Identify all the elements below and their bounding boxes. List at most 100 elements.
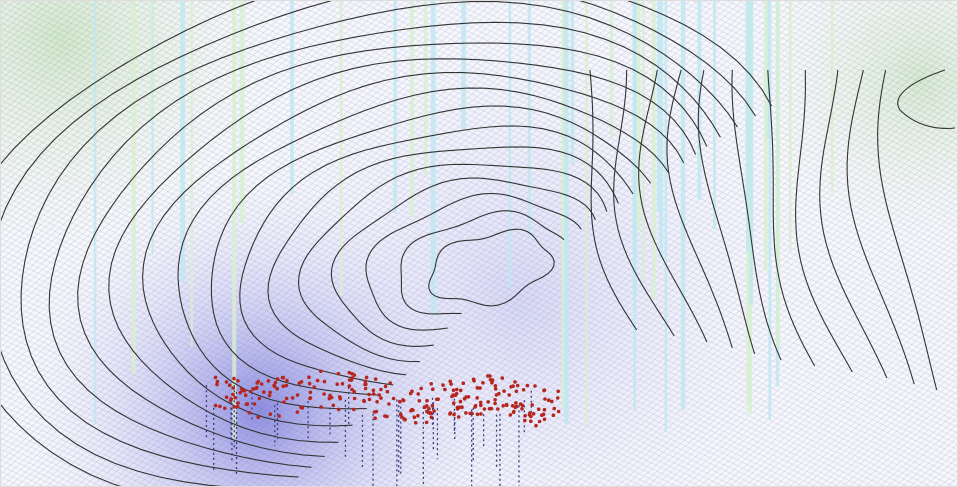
sample-point [537,419,542,424]
sample-point [513,380,517,384]
sample-points [213,369,561,428]
contour-line [48,21,721,468]
sample-point [244,402,249,407]
sample-point [496,407,500,411]
sample-point [531,412,536,416]
sample-point [231,392,235,397]
sample-point [448,412,452,416]
sample-point [232,376,236,381]
sample-point [231,386,235,390]
contour-line [589,69,638,331]
sample-point [295,393,300,397]
sample-point [331,403,336,408]
sample-point [347,384,352,388]
sample-point [350,387,354,392]
sample-point [413,421,418,425]
sample-point [363,386,368,391]
sample-point [336,407,341,412]
sample-point [501,404,506,408]
contour-line [77,42,708,458]
sample-point [373,416,377,421]
contour-line [297,163,608,363]
sample-point [280,375,285,380]
sample-point [552,406,556,411]
sample-point [352,396,357,401]
sample-point [336,371,341,376]
sample-point [475,396,480,400]
sample-point [307,375,311,380]
sample-point [493,401,497,406]
sample-point [215,379,220,384]
contour-line [20,1,738,478]
sample-point [510,403,515,408]
sample-point [466,395,471,399]
sample-point [556,409,561,414]
sample-point [372,410,377,414]
sample-point [481,381,485,385]
contour-line [846,69,915,385]
sample-point [515,383,520,388]
sample-point [367,397,372,402]
sample-point [542,417,547,422]
sample-point [328,393,332,398]
sample-point [236,401,240,405]
contour-line [0,0,756,487]
sample-point [431,387,435,392]
sample-point [229,397,234,401]
sample-point [375,400,379,404]
sample-point [388,381,393,385]
sample-point [511,410,516,415]
well-lines [93,0,834,440]
sample-point [385,389,390,394]
sample-point [362,398,366,403]
sample-point [308,390,313,395]
sample-point [542,407,547,412]
sample-point [520,407,524,411]
sample-point [464,411,468,415]
sample-point [308,396,313,400]
sample-point [533,384,537,388]
contour-line [365,192,582,331]
sample-point [268,412,273,417]
sample-point [475,412,480,417]
sample-point [462,396,467,401]
sample-point [232,405,236,409]
sample-point [213,403,218,408]
sample-point [482,407,487,411]
sample-point [247,410,252,415]
sample-point [416,413,420,418]
sample-point [275,377,280,381]
sample-point [546,398,551,403]
sample-point [556,389,560,394]
sample-point [282,400,286,404]
sample-point [350,376,355,380]
sample-point [398,412,403,417]
contour-line [239,125,634,386]
sample-point [504,403,509,408]
sample-point [352,373,357,377]
sample-point [224,380,229,384]
sample-point [215,382,219,387]
sample-point [285,378,289,383]
sample-point [255,381,259,385]
sample-point [315,378,320,383]
sample-point [401,398,406,403]
sample-point [514,401,518,405]
sample-point [364,375,369,380]
sample-point [542,388,546,393]
sample-point [523,418,527,423]
sample-point [322,379,327,384]
sample-point [518,402,523,406]
sample-point [295,410,300,414]
sample-point [419,386,424,391]
sample-point [479,412,483,416]
sample-point [257,396,262,401]
sample-point [268,390,272,395]
sample-point [486,374,490,378]
sample-point [238,391,243,395]
sample-point [525,383,530,388]
sample-point [461,381,466,386]
sample-point [235,404,240,409]
sample-point [475,386,480,390]
